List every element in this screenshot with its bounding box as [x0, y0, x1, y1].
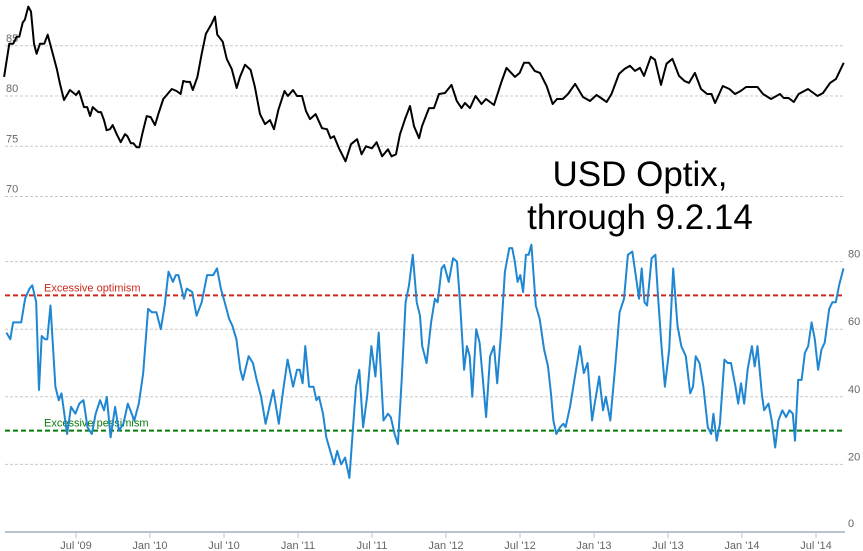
bottom-y-tick-label: 80 [848, 249, 860, 261]
reference-label-optimism: Excessive optimism [44, 282, 141, 294]
x-tick-label: Jul '14 [800, 540, 831, 551]
usd-optix-line [5, 243, 845, 479]
series-lines [3, 5, 845, 479]
chart-title-line-1: USD Optix, [552, 155, 727, 194]
x-tick-label: Jul '11 [357, 540, 388, 551]
x-axis: Jul '09 Jan '10 Jul '10 Jan '11 Jul '11 Jan '… [5, 531, 845, 551]
x-tick-label: Jan '13 [576, 540, 611, 551]
x-tick-label: Jul '09 [60, 540, 91, 551]
bottom-y-tick-label: 40 [848, 384, 860, 396]
x-tick-label: Jul '13 [652, 540, 683, 551]
chart-title-line-2: through 9.2.14 [527, 198, 753, 237]
x-tick-label: Jul '10 [208, 540, 239, 551]
usd-index-line [3, 5, 845, 163]
top-y-tick-label: 75 [6, 133, 18, 145]
x-tick-label: Jan '10 [132, 540, 167, 551]
top-y-tick-label: 80 [6, 83, 18, 95]
bottom-y-tick-label: 60 [848, 316, 860, 328]
bottom-y-tick-label: 0 [848, 518, 854, 530]
x-tick-label: Jan '14 [724, 540, 759, 551]
top-y-tick-label: 70 [6, 184, 18, 196]
x-tick-label: Jan '11 [281, 540, 315, 551]
x-tick-label: Jul '12 [504, 540, 535, 551]
x-tick-label: Jan '12 [428, 540, 463, 551]
bottom-y-tick-label: 20 [848, 451, 860, 463]
